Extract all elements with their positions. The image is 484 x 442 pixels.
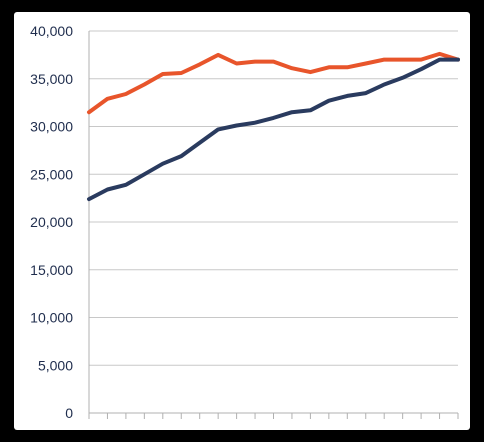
y-tick-label: 5,000 [38,357,73,373]
y-tick-label: 15,000 [30,262,73,278]
y-tick-label: 25,000 [30,166,73,182]
x-axis-ticks [88,413,459,419]
gridlines [89,30,458,366]
y-tick-label: 10,000 [30,310,73,326]
y-axis-ticks: 0 5,000 10,000 15,000 20,000 25,000 30,000 35,0… [30,23,73,421]
y-tick-label: 30,000 [30,119,73,135]
series-line-1 [87,51,460,115]
y-tick-label: 20,000 [30,214,73,230]
y-tick-label: 0 [65,405,73,421]
y-tick-label: 40,000 [30,23,73,39]
y-tick-label: 35,000 [30,71,73,87]
series-line-2 [87,57,460,202]
series-lines [87,51,460,202]
